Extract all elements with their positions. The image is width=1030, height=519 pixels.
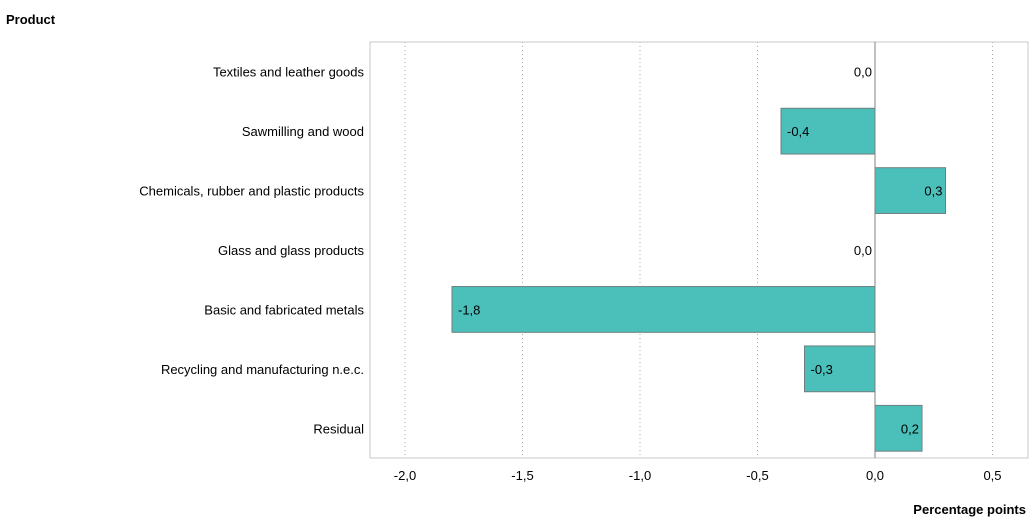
plot-area-frame (369, 41, 1029, 459)
data-labels: 0,0 -0,4 0,3 0,0 -1,8 -0,3 0,2 (458, 65, 943, 437)
bars (451, 107, 946, 452)
x-tick-label: -1,5 (511, 468, 533, 483)
category-labels: Textiles and leather goods Sawmilling and… (139, 65, 364, 437)
data-label: 0,3 (924, 184, 942, 199)
data-label: 0,2 (901, 421, 919, 436)
bar (874, 404, 923, 452)
x-tick-label: -0,5 (746, 468, 768, 483)
category-label: Sawmilling and wood (242, 124, 364, 139)
category-label: Glass and glass products (218, 243, 364, 258)
data-label: -0,4 (787, 124, 809, 139)
category-label: Basic and fabricated metals (204, 302, 364, 317)
data-label: 0,0 (854, 65, 872, 80)
category-label: Residual (313, 421, 364, 436)
bar (451, 286, 876, 333)
data-label: -1,8 (458, 302, 480, 317)
x-tick-label: 0,5 (983, 468, 1001, 483)
data-label: -0,3 (811, 362, 833, 377)
x-axis-title: Percentage points (913, 502, 1026, 517)
x-tick-label: -1,0 (629, 468, 651, 483)
x-tick-label: -2,0 (394, 468, 416, 483)
data-label: 0,0 (854, 243, 872, 258)
grid-lines (404, 42, 993, 458)
category-label: Textiles and leather goods (213, 65, 365, 80)
y-axis-title: Product (6, 12, 56, 27)
bar (874, 167, 946, 214)
x-tick-label: 0,0 (866, 468, 884, 483)
category-label: Recycling and manufacturing n.e.c. (161, 362, 364, 377)
x-tick-labels: -2,0 -1,5 -1,0 -0,5 0,0 0,5 (394, 468, 1002, 483)
category-label: Chemicals, rubber and plastic products (139, 184, 364, 199)
